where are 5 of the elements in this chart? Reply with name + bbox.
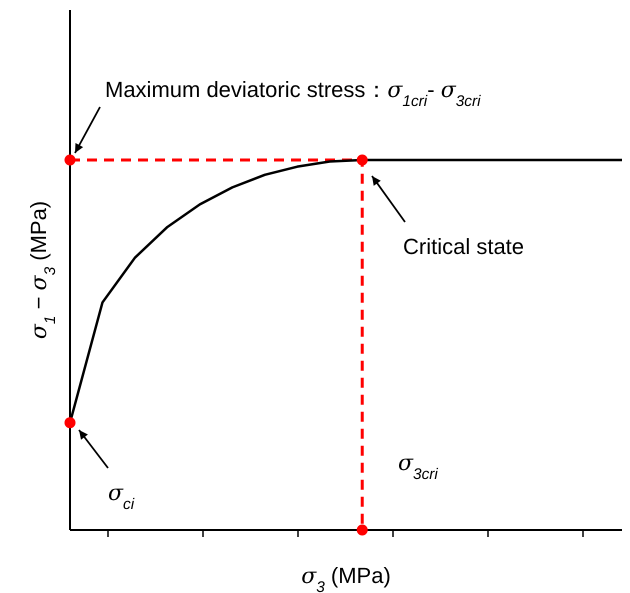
text: Maximum deviatoric stress：σ$_{1cri}$- σ$_{3cri}$ (105, 77, 482, 110)
annotation: Critical state (403, 234, 524, 259)
x-axis-title: σ$_{3}$ (MPa) (301, 563, 391, 593)
annotation: σ$_{3cri}$ (398, 451, 438, 482)
annotation: σ$_{ci}$ (108, 481, 135, 512)
